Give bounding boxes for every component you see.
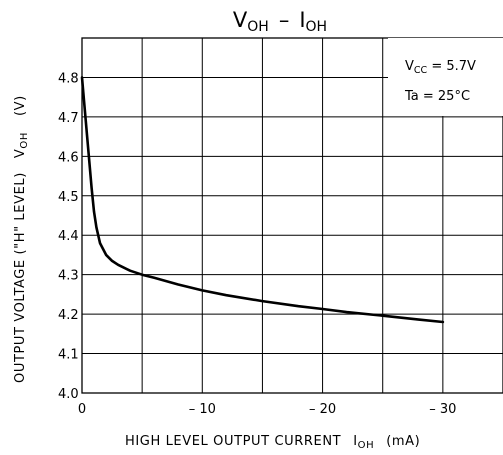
x-tick-label: – 30 (429, 402, 456, 417)
ta-annotation: Ta = 25°C (404, 89, 470, 104)
x-tick-label: 0 (78, 402, 86, 417)
chart-title: VOH – IOH (233, 8, 327, 35)
y-tick-label: 4.0 (58, 387, 79, 402)
vcc-annotation: VCC = 5.7V (405, 59, 476, 76)
y-tick-label: 4.1 (58, 348, 79, 363)
voh-curve (80, 76, 445, 324)
y-tick-label: 4.4 (58, 229, 79, 244)
annotation-box (388, 38, 503, 116)
y-tick-label: 4.7 (58, 111, 79, 126)
y-tick-label: 4.8 (58, 71, 79, 86)
y-tick-label: 4.3 (58, 269, 79, 284)
plot-frame (81, 37, 503, 394)
y-tick-label: 4.6 (58, 150, 79, 165)
x-axis-label: HIGH LEVEL OUTPUT CURRENT IOH (mA) (125, 434, 420, 451)
y-tick-label: 4.2 (58, 308, 79, 323)
tick-labels: 4.0 4.1 4.2 4.3 4.4 4.5 4.6 4.7 4.8 0 – 10 – 20 – 30 (58, 71, 456, 417)
x-tick-label: – 10 (189, 402, 216, 417)
x-tick-label: – 20 (309, 402, 336, 417)
y-axis-label: OUTPUT VOLTAGE ("H" LEVEL)VOH(V) (13, 95, 30, 383)
y-tick-label: 4.5 (58, 190, 79, 205)
